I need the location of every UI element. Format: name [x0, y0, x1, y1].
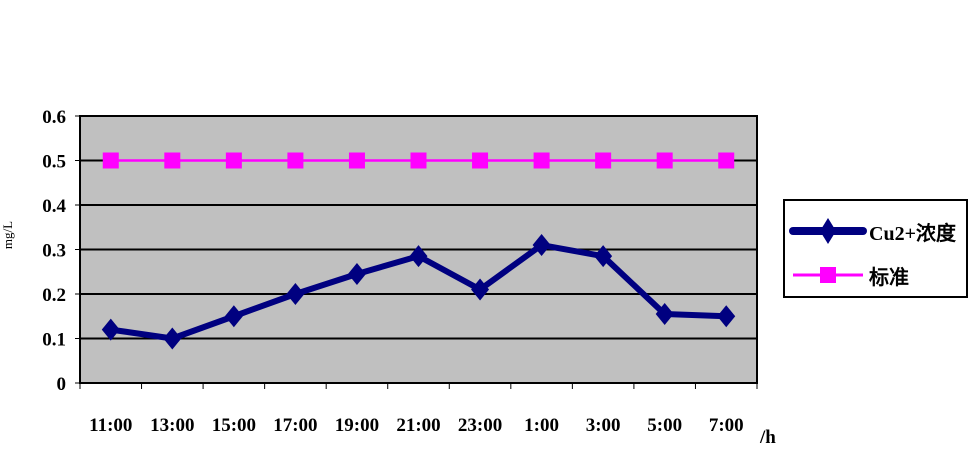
data-point-diamond: [409, 245, 428, 268]
x-tick-label: 19:00: [335, 415, 379, 436]
y-tick-label: 0.2: [42, 285, 66, 306]
data-point-square: [164, 152, 181, 169]
data-point-diamond: [532, 234, 551, 257]
x-tick-label: 1:00: [524, 415, 559, 436]
data-point-diamond: [594, 245, 613, 268]
data-point-square: [410, 152, 427, 169]
data-point-diamond: [717, 305, 736, 328]
data-point-diamond: [471, 278, 490, 301]
legend-label: Cu2+浓度: [869, 222, 956, 245]
x-tick-label: 15:00: [212, 415, 256, 436]
y-axis-label: mg/L: [0, 221, 15, 249]
x-tick-label: 3:00: [586, 415, 621, 436]
x-tick-label: 11:00: [89, 415, 132, 436]
legend-item-cu2: Cu2+浓度: [789, 216, 956, 246]
data-point-diamond: [224, 305, 243, 328]
x-tick-label: 17:00: [273, 415, 317, 436]
y-tick-label: 0.1: [42, 330, 66, 351]
y-tick-label: 0: [57, 374, 67, 395]
data-point-diamond: [163, 327, 182, 350]
x-tick-label: 13:00: [150, 415, 194, 436]
y-tick-label: 0.3: [42, 241, 66, 262]
legend-item-standard: 标准: [789, 260, 909, 290]
x-axis-label: /h: [759, 427, 776, 448]
data-point-square: [472, 152, 489, 169]
y-tick-label: 0.5: [42, 152, 66, 173]
data-point-diamond: [101, 318, 120, 341]
x-tick-label: 5:00: [647, 415, 682, 436]
data-point-square: [348, 152, 365, 169]
data-point-square: [225, 152, 242, 169]
data-point-diamond: [655, 303, 674, 326]
x-tick-label: 21:00: [396, 415, 440, 436]
data-point-diamond: [347, 262, 366, 285]
data-point-square: [718, 152, 735, 169]
legend-label: 标准: [869, 266, 909, 289]
data-point-square: [102, 152, 119, 169]
legend: Cu2+浓度 标准: [783, 199, 968, 298]
y-tick-label: 0.6: [42, 107, 66, 128]
data-point-diamond: [286, 283, 305, 305]
data-point-square: [656, 152, 673, 169]
x-tick-label: 7:00: [709, 415, 744, 436]
data-point-square: [595, 152, 612, 169]
data-point-square: [287, 152, 304, 169]
data-point-square: [533, 152, 550, 169]
legend-marker-square: [793, 267, 863, 283]
x-tick-label: 23:00: [458, 415, 502, 436]
legend-marker-diamond: [789, 218, 867, 244]
y-tick-label: 0.4: [42, 196, 66, 217]
